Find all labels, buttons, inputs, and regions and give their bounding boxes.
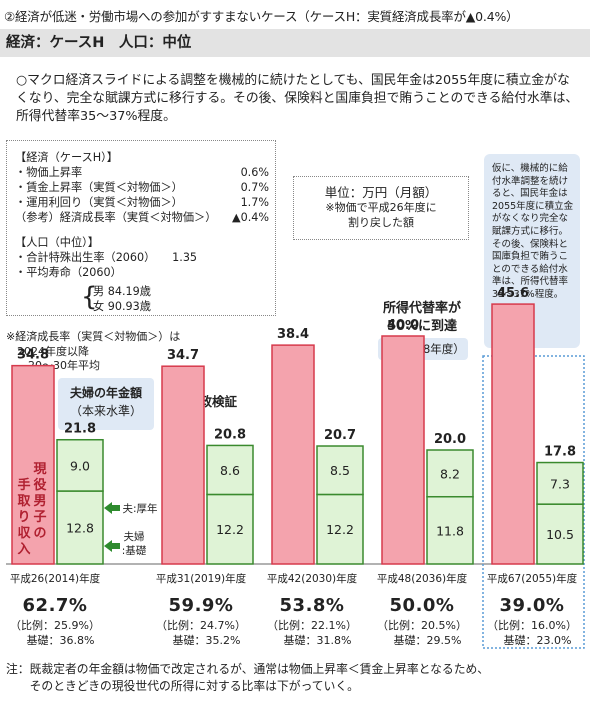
- basic-pension-value: 12.8: [66, 521, 94, 536]
- target-label: 所得代替率が 50%に到達: [382, 301, 461, 334]
- replacement-rate: 39.0%: [499, 595, 565, 616]
- employee-pension-bar: [316, 445, 364, 496]
- employee-pension-bar: [426, 449, 474, 498]
- ratio-group: 平成31(2019)年度 59.9% （比例：24.7%） 基礎：35.2%: [150, 571, 252, 648]
- pension-total-label: 20.0: [434, 432, 466, 447]
- footer-note: 注：既裁定者の年金額は物価で改定されるが、通常は物価上昇率＜賃金上昇率となるため…: [6, 662, 490, 693]
- ratio-group: 平成42(2030)年度 53.8% （比例：22.1%） 基礎：31.8%: [261, 571, 363, 648]
- replacement-rate: 59.9%: [168, 595, 234, 616]
- wage-bar-label-char: 現: [33, 462, 46, 477]
- employee-pension-bar: [56, 438, 104, 492]
- wage-bar-label-char: の: [33, 526, 46, 541]
- econ-row: ・運用利回り（実質＜対物価＞） 1.7%: [15, 196, 269, 209]
- ratio-group: 平成26(2014)年度 62.7% （比例：25.9%） 基礎：36.8%: [4, 571, 106, 648]
- basic-pension-bar: [206, 493, 254, 565]
- employee-pension-bar: [536, 461, 584, 505]
- review-label: 次の財政検証: [162, 394, 238, 409]
- replacement-rate: 53.8%: [279, 595, 345, 616]
- legend-basic: :基礎: [122, 544, 147, 557]
- wage-value-label: 38.4: [277, 327, 309, 342]
- econ-row: ・物価上昇率 0.6%: [15, 166, 269, 179]
- basic-pension-bar: [316, 493, 364, 565]
- basic-pension-bar: [56, 490, 104, 565]
- life-female: 女 90.93歳: [93, 300, 151, 313]
- basic-pension-value: 11.8: [436, 523, 464, 538]
- basic-rate: 基礎：23.0%: [492, 633, 572, 647]
- proportional-rate: （比例：22.1%）: [267, 619, 357, 632]
- wage-bar-label-char: 取: [17, 494, 31, 509]
- basic-rate: 基礎：36.8%: [15, 633, 95, 647]
- replacement-rate: 50.0%: [389, 595, 455, 616]
- employee-pension-value: 8.5: [330, 463, 350, 478]
- growth-note: ※経済成長率（実質＜対物価＞）は 2024年度以降 20～30年平均: [6, 330, 181, 372]
- page-heading: ②経済が低迷・労働市場への参加がすすまないケース（ケースH：実質経済成長率が▲0…: [4, 9, 519, 24]
- wage-bar-label-char: 収: [17, 526, 31, 541]
- basic-pension-bar: [536, 503, 584, 565]
- econ-row: ・賃金上昇率（実質＜対物価＞） 0.7%: [15, 181, 269, 194]
- pension-total-label: 20.8: [214, 427, 246, 442]
- wage-bar-label-char: り: [17, 510, 30, 525]
- category-label: 平成26(2014)年度: [9, 573, 101, 585]
- target-year: （平成48年度）: [378, 338, 468, 360]
- employee-pension-value: 7.3: [550, 476, 570, 491]
- proportional-rate: （比例：24.7%）: [156, 619, 246, 632]
- basic-rate: 基礎：31.8%: [272, 633, 352, 647]
- unit-note: 割り戻した額: [348, 216, 414, 229]
- unit-title: 単位：万円（月額）: [324, 185, 438, 200]
- category-label: 平成31(2019)年度: [155, 573, 247, 585]
- basic-rate: 基礎：35.2%: [161, 633, 241, 647]
- wage-bar-label-char: 子: [33, 510, 46, 525]
- wage-bar: [271, 344, 315, 565]
- category-label: 平成67(2055)年度: [486, 573, 578, 585]
- pension-label: 夫婦の年金額 （本来水準）: [58, 378, 154, 430]
- employee-arrow-icon: [104, 502, 120, 514]
- assumptions-box: 【経済（ケースH）】 ・物価上昇率 0.6% ・賃金上昇率（実質＜対物価＞） 0.7…: [6, 140, 276, 316]
- callout-2055: 仮に、機械的に給付水準調整を続けると、国民年金は2055年度に積立金がなくなり完…: [484, 154, 580, 348]
- replacement-rate: 62.7%: [22, 595, 88, 616]
- case-subheading: 経済：ケースH 人口：中位: [0, 29, 590, 57]
- legend-basic: 夫婦: [124, 531, 145, 543]
- basic-arrow-icon: [104, 540, 120, 552]
- wage-bar-label-char: 男: [33, 494, 46, 509]
- legend-employee: 夫:厚年: [122, 502, 157, 515]
- pop-row: ・平均寿命（2060）: [15, 266, 122, 279]
- wage-bar-label-char: 入: [17, 542, 30, 557]
- econ-row: （参考）経済成長率（実質＜対物価＞） ▲0.4%: [15, 211, 269, 224]
- wage-bar-label-char: 手: [17, 477, 30, 493]
- basic-pension-value: 12.2: [326, 522, 354, 537]
- unit-box: 単位：万円（月額） ※物価で平成26年度に 割り戻した額: [293, 176, 469, 240]
- ratio-group: 平成67(2055)年度 39.0% （比例：16.0%） 基礎：23.0%: [481, 571, 583, 648]
- wage-bar: [11, 364, 55, 565]
- econ-title: 【経済（ケースH）】: [15, 151, 118, 164]
- ratio-group: 平成48(2036)年度 50.0% （比例：20.5%） 基礎：29.5%: [371, 571, 473, 648]
- employee-pension-value: 8.2: [440, 466, 460, 481]
- wage-bar: [381, 335, 425, 565]
- basic-rate: 基礎：29.5%: [382, 633, 462, 647]
- unit-note: ※物価で平成26年度に: [325, 201, 437, 214]
- pop-title: 【人口（中位）】: [15, 236, 99, 249]
- category-label: 平成48(2036)年度: [376, 573, 468, 585]
- employee-pension-bar: [206, 444, 254, 496]
- brace-icon: {: [81, 282, 98, 312]
- intro-text: ○マクロ経済スライドによる調整を機械的に続けたとしても、国民年金は2055年度に…: [16, 73, 579, 124]
- life-male: 男 84.19歳: [93, 285, 151, 298]
- employee-pension-value: 8.6: [220, 463, 240, 478]
- basic-pension-value: 12.2: [216, 522, 244, 537]
- basic-pension-bar: [426, 495, 474, 565]
- proportional-rate: （比例：25.9%）: [10, 619, 100, 632]
- basic-pension-value: 10.5: [546, 527, 574, 542]
- proportional-rate: （比例：20.5%）: [377, 619, 467, 632]
- proportional-rate: （比例：16.0%）: [487, 619, 577, 632]
- pop-row: ・合計特殊出生率（2060） 1.35: [15, 251, 198, 264]
- wage-bar-label-char: 役: [33, 477, 46, 493]
- category-label: 平成42(2030)年度: [266, 573, 358, 585]
- pension-total-label: 17.8: [544, 445, 576, 460]
- pension-total-label: 20.7: [324, 428, 356, 443]
- employee-pension-value: 9.0: [70, 458, 90, 473]
